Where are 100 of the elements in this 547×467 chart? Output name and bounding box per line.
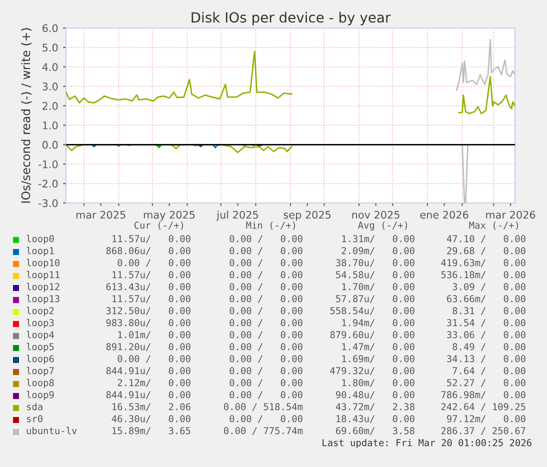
text: 0.00 / 0.00 bbox=[230, 295, 302, 304]
y-tick-label: 1.0 bbox=[42, 121, 58, 130]
text: 90.48u/ 0.00 bbox=[336, 391, 414, 400]
x-tick-label: sep 2025 bbox=[284, 210, 331, 221]
legend-label: loop0 bbox=[26, 234, 54, 244]
chart-title: Disk IOs per device - by year bbox=[192, 12, 391, 26]
text: Max (-/+) bbox=[469, 221, 518, 230]
text: 3.09 / 0.00 bbox=[452, 283, 526, 292]
y-tick-label: 0.0 bbox=[42, 140, 58, 149]
text: 613.43u/ 0.00 bbox=[106, 283, 190, 292]
text: 46.30u/ 0.00 bbox=[112, 415, 190, 424]
text: 0.00 / 0.00 bbox=[230, 247, 302, 256]
text: 33.06 / 0.00 bbox=[447, 331, 526, 340]
text: 558.54u/ 0.00 bbox=[330, 307, 414, 316]
text: Cur (-/+) bbox=[134, 221, 184, 230]
legend-label: loop9 bbox=[26, 390, 54, 400]
text: 69.60m/ 3.58 bbox=[336, 427, 414, 436]
text: 2.12m/ 0.00 bbox=[118, 379, 190, 388]
text: 786.98m/ 0.00 bbox=[441, 391, 526, 400]
legend-label: loop5 bbox=[26, 342, 54, 352]
text: 419.63m/ 0.00 bbox=[441, 259, 526, 268]
text: 16.53m/ 2.06 bbox=[112, 403, 190, 412]
legend-label: loop7 bbox=[26, 366, 54, 376]
text: 54.58u/ 0.00 bbox=[336, 271, 414, 280]
text: Min (-/+) bbox=[246, 221, 296, 230]
text: 242.64 / 109.25 bbox=[441, 403, 526, 412]
text: 0.00 / 0.00 bbox=[230, 259, 302, 268]
text: 0.00 / 0.00 bbox=[230, 415, 302, 424]
x-tick-label: nov 2025 bbox=[352, 210, 400, 219]
text: 0.00 / 0.00 bbox=[230, 379, 302, 388]
text: 97.12m/ 0.00 bbox=[446, 415, 526, 424]
text: 1.47m/ 0.00 bbox=[342, 343, 414, 352]
legend-label: loop2 bbox=[26, 306, 54, 316]
legend-label: sr0 bbox=[26, 415, 42, 422]
text: 15.89m/ 3.65 bbox=[112, 427, 190, 436]
legend-label: loop11 bbox=[26, 270, 60, 280]
text: 11.57u/ 0.00 bbox=[112, 295, 190, 304]
text: 983.80u/ 0.00 bbox=[106, 319, 190, 328]
text: 1.94m/ 0.00 bbox=[342, 319, 414, 328]
text: Last update: Fri Mar 20 01:00:25 2026 bbox=[322, 438, 532, 448]
text: 31.54 / 0.00 bbox=[447, 319, 526, 328]
text: 0.00 / 0.00 bbox=[230, 319, 302, 328]
text: 0.00 / 0.00 bbox=[230, 283, 302, 292]
y-tick-label: 4.0 bbox=[42, 63, 58, 71]
y-tick-label: 2.0 bbox=[42, 102, 58, 110]
text: 879.60u/ 0.00 bbox=[330, 331, 414, 340]
x-tick-label: mar 2026 bbox=[486, 210, 536, 219]
legend-label: loop4 bbox=[26, 330, 54, 340]
text: 8.49 / 0.00 bbox=[452, 343, 526, 352]
y-tick-label: 3.0 bbox=[42, 82, 58, 90]
text: 43.72m/ 2.38 bbox=[336, 403, 414, 412]
legend-label: ubuntu-lv bbox=[26, 426, 77, 434]
y-axis-title: IOs/second read (-) / write (+) bbox=[21, 28, 32, 203]
x-tick-label: may 2025 bbox=[144, 210, 195, 221]
text: 11.57u/ 0.00 bbox=[112, 235, 190, 244]
legend-label: loop8 bbox=[26, 378, 54, 388]
text: 0.00 / 0.00 bbox=[230, 235, 302, 244]
x-tick-label: mar 2025 bbox=[76, 210, 126, 219]
legend-label: sda bbox=[26, 402, 42, 410]
text: 844.91u/ 0.00 bbox=[106, 391, 190, 400]
text: 0.00 / 0.00 bbox=[230, 367, 302, 376]
legend-label: loop1 bbox=[26, 246, 54, 256]
text: 57.87u/ 0.00 bbox=[336, 295, 414, 304]
legend-label: loop12 bbox=[26, 282, 60, 292]
text: 536.18m/ 0.00 bbox=[441, 271, 526, 280]
y-tick-label: 5.0 bbox=[42, 44, 58, 52]
text: 1.80m/ 0.00 bbox=[342, 379, 414, 388]
x-tick-label: jul 2025 bbox=[216, 210, 258, 221]
text: 47.10 / 0.00 bbox=[446, 235, 526, 244]
text: 0.00 / 0.00 bbox=[230, 331, 302, 340]
legend-label: loop13 bbox=[26, 294, 60, 304]
text: 1.69m/ 0.00 bbox=[342, 355, 414, 364]
text: 312.50u/ 0.00 bbox=[106, 307, 190, 316]
text: 1.31m/ 0.00 bbox=[342, 235, 414, 244]
text: 52.27 / 0.00 bbox=[447, 379, 526, 388]
text: 63.66m/ 0.00 bbox=[447, 295, 526, 304]
text: 29.68 / 0.00 bbox=[447, 247, 526, 256]
text: 38.70u/ 0.00 bbox=[336, 259, 414, 268]
text: 11.57u/ 0.00 bbox=[112, 271, 190, 280]
text: 0.00 / 0.00 bbox=[118, 355, 190, 364]
y-tick-label: -1.0 bbox=[38, 160, 58, 168]
text: 0.00 / 0.00 bbox=[230, 343, 302, 352]
y-tick-label: -3.0 bbox=[38, 199, 58, 208]
legend-label: loop6 bbox=[26, 354, 54, 364]
text: 7.64 / 0.00 bbox=[452, 367, 526, 376]
text: 1.01m/ 0.00 bbox=[118, 331, 190, 340]
text: 0.00 / 0.00 bbox=[230, 391, 302, 400]
line-series bbox=[456, 38, 515, 91]
text: 1.70m/ 0.00 bbox=[342, 283, 414, 292]
text: Avg (-/+) bbox=[358, 221, 408, 231]
text: 868.06u/ 0.00 bbox=[106, 247, 190, 256]
text: 0.00 / 518.54m bbox=[224, 403, 303, 412]
text: 0.00 / 0.00 bbox=[118, 259, 190, 268]
text: 2.09m/ 0.00 bbox=[342, 247, 414, 256]
legend-label: loop10 bbox=[26, 258, 60, 268]
text: 479.32u/ 0.00 bbox=[330, 367, 414, 376]
text: 18.43u/ 0.00 bbox=[336, 415, 414, 424]
text: 34.13 / 0.00 bbox=[447, 355, 526, 364]
legend-label: loop3 bbox=[26, 318, 54, 328]
text: 8.31 / 0.00 bbox=[452, 307, 526, 316]
